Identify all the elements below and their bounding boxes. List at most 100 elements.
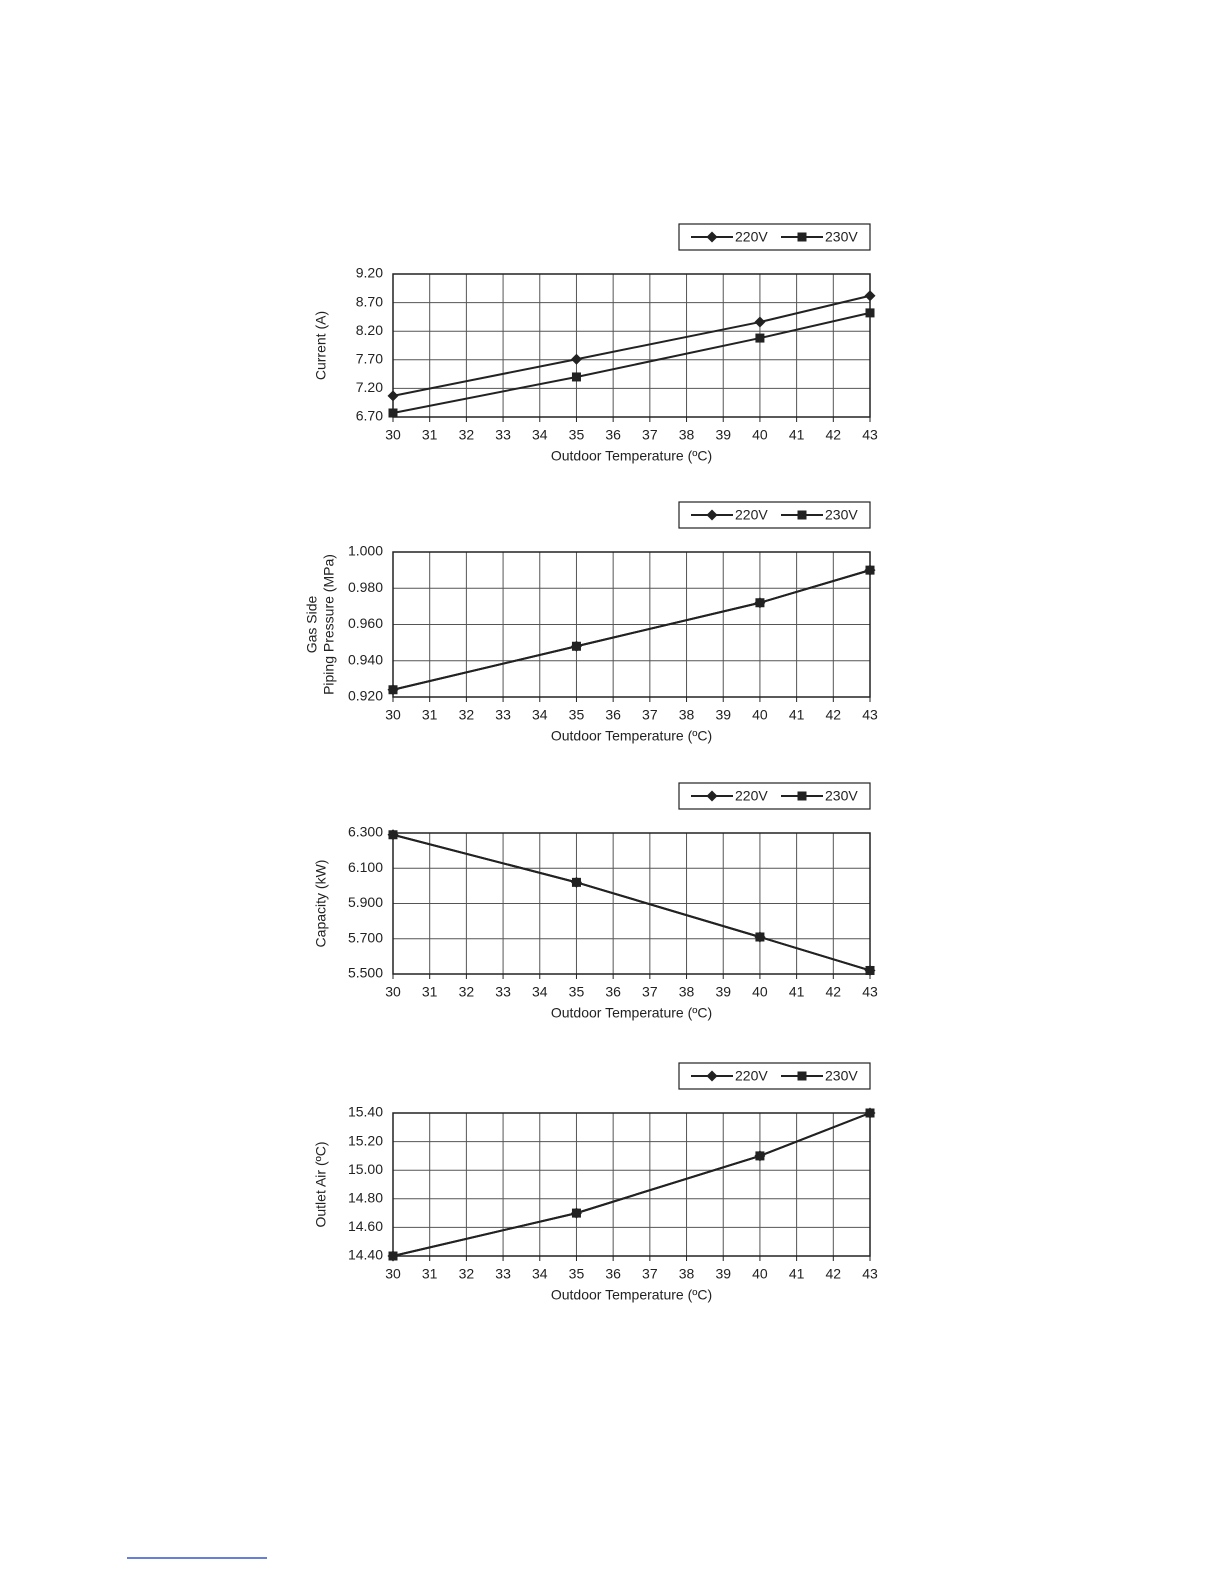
x-tick-label: 41: [789, 1266, 805, 1282]
y-tick-label: 14.40: [348, 1247, 383, 1263]
y-tick-label: 8.20: [356, 322, 383, 338]
x-tick-label: 42: [826, 427, 842, 443]
y-tick-label: 15.00: [348, 1161, 383, 1177]
x-tick-label: 32: [459, 707, 475, 723]
x-tick-label: 31: [422, 427, 438, 443]
x-tick-label: 35: [569, 427, 585, 443]
marker-square: [865, 565, 875, 575]
marker-square: [865, 965, 875, 975]
legend-label: 220V: [735, 507, 768, 523]
legend-label: 230V: [825, 788, 858, 804]
marker-square: [571, 641, 581, 651]
x-tick-label: 40: [752, 427, 768, 443]
marker-square: [797, 232, 807, 242]
y-tick-label: 0.940: [348, 651, 383, 667]
marker-diamond: [706, 231, 718, 243]
marker-diamond: [706, 509, 718, 521]
x-tick-label: 43: [862, 1266, 878, 1282]
series-line: [392, 311, 871, 414]
marker-diamond: [706, 790, 718, 802]
x-tick-label: 36: [605, 427, 621, 443]
marker-square: [755, 1151, 765, 1161]
x-tick-label: 30: [385, 427, 401, 443]
y-tick-label: 6.100: [348, 859, 383, 875]
x-tick-label: 31: [422, 1266, 438, 1282]
marker-square: [865, 1108, 875, 1118]
legend-label: 220V: [735, 1068, 768, 1084]
plot-frame: [392, 273, 871, 418]
y-tick-label: 5.700: [348, 929, 383, 945]
x-tick-label: 33: [495, 984, 511, 1000]
x-tick-label: 40: [752, 984, 768, 1000]
plot-frame: [392, 551, 871, 698]
y-tick-label: 7.70: [356, 351, 383, 367]
x-axis-title: Outdoor Temperature (ºC): [551, 728, 712, 744]
legend-label: 230V: [825, 507, 858, 523]
x-tick-label: 30: [385, 707, 401, 723]
legend-label: 220V: [735, 229, 768, 245]
y-axis-title: Piping Pressure (MPa): [321, 554, 337, 695]
legend-label: 230V: [825, 229, 858, 245]
plot-frame: [392, 1112, 871, 1257]
x-tick-label: 43: [862, 984, 878, 1000]
marker-square: [865, 308, 875, 318]
y-tick-label: 8.70: [356, 293, 383, 309]
y-tick-label: 15.40: [348, 1104, 383, 1120]
marker-diamond: [387, 390, 399, 402]
x-tick-label: 31: [422, 707, 438, 723]
marker-diamond: [570, 353, 582, 365]
marker-square: [571, 372, 581, 382]
x-axis-title: Outdoor Temperature (ºC): [551, 448, 712, 464]
y-tick-label: 0.960: [348, 615, 383, 631]
marker-square: [797, 1071, 807, 1081]
marker-square: [797, 791, 807, 801]
y-axis-title: Outlet Air (ºC): [313, 1141, 329, 1227]
series-line: [392, 569, 871, 691]
x-tick-label: 34: [532, 1266, 548, 1282]
x-tick-label: 35: [569, 707, 585, 723]
series-line: [392, 833, 871, 972]
marker-square: [388, 685, 398, 695]
x-tick-label: 33: [495, 1266, 511, 1282]
marker-square: [571, 877, 581, 887]
x-tick-label: 42: [826, 984, 842, 1000]
x-tick-label: 41: [789, 427, 805, 443]
x-tick-label: 35: [569, 984, 585, 1000]
y-tick-label: 9.20: [356, 265, 383, 281]
x-tick-label: 37: [642, 1266, 658, 1282]
y-tick-label: 1.000: [348, 543, 383, 559]
x-axis-title: Outdoor Temperature (ºC): [551, 1005, 712, 1021]
x-tick-label: 34: [532, 427, 548, 443]
x-tick-label: 31: [422, 984, 438, 1000]
legend-label: 230V: [825, 1068, 858, 1084]
x-tick-label: 40: [752, 1266, 768, 1282]
x-tick-label: 30: [385, 984, 401, 1000]
x-tick-label: 32: [459, 1266, 475, 1282]
y-tick-label: 0.980: [348, 579, 383, 595]
x-tick-label: 39: [715, 1266, 731, 1282]
y-tick-label: 14.60: [348, 1218, 383, 1234]
marker-diamond: [754, 316, 766, 328]
x-tick-label: 32: [459, 427, 475, 443]
x-tick-label: 37: [642, 984, 658, 1000]
y-tick-label: 0.920: [348, 688, 383, 704]
marker-square: [388, 408, 398, 418]
y-axis-title: Capacity (kW): [313, 860, 329, 948]
series-line: [392, 294, 871, 397]
marker-diamond: [706, 1070, 718, 1082]
x-tick-label: 34: [532, 707, 548, 723]
x-tick-label: 37: [642, 427, 658, 443]
y-tick-label: 15.20: [348, 1132, 383, 1148]
x-tick-label: 41: [789, 707, 805, 723]
marker-square: [755, 333, 765, 343]
y-axis-title: Gas Side: [304, 595, 320, 653]
x-tick-label: 39: [715, 707, 731, 723]
x-tick-label: 32: [459, 984, 475, 1000]
x-tick-label: 36: [605, 1266, 621, 1282]
y-tick-label: 14.80: [348, 1190, 383, 1206]
y-tick-label: 6.70: [356, 408, 383, 424]
x-tick-label: 39: [715, 984, 731, 1000]
marker-square: [388, 830, 398, 840]
